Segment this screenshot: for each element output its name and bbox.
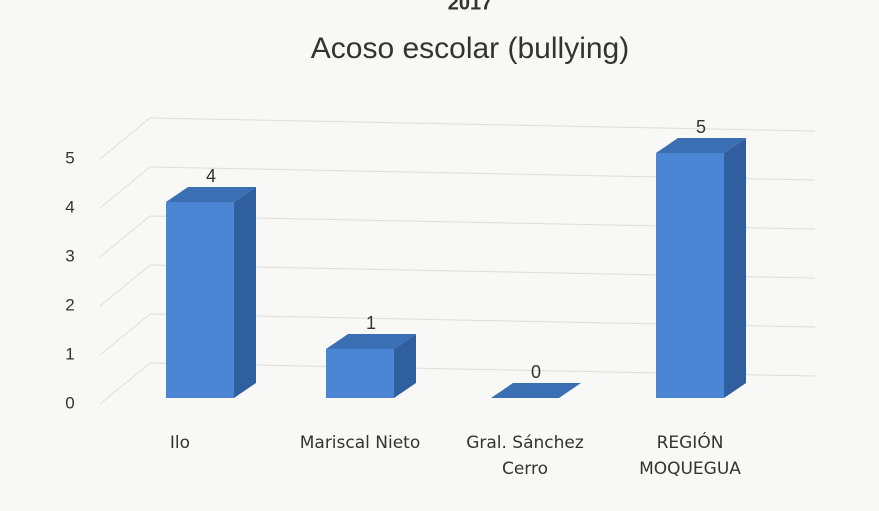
bar-top	[326, 334, 416, 349]
y-tick-label: 0	[65, 393, 74, 412]
bar-side	[724, 138, 746, 398]
y-tick-label: 3	[65, 246, 74, 265]
grid-line	[99, 215, 151, 258]
y-tick-label: 5	[65, 148, 74, 167]
grid-line	[99, 117, 151, 160]
bar	[326, 349, 394, 398]
x-tick-label: Ilo	[169, 433, 191, 453]
bar	[166, 202, 234, 398]
chart-subtitle: 2017	[448, 0, 493, 14]
y-tick-label: 4	[65, 197, 74, 216]
y-tick-label: 2	[65, 295, 74, 314]
data-label: 4	[206, 166, 216, 186]
bar	[656, 153, 724, 398]
data-label: 1	[366, 313, 376, 333]
grid-line	[99, 362, 151, 405]
x-tick-label: Mariscal Nieto	[299, 433, 421, 453]
grid-line	[99, 313, 151, 356]
x-tick-label: Gral. Sánchez Cerro	[466, 433, 584, 479]
grid-line	[149, 117, 816, 132]
data-label: 0	[531, 362, 541, 382]
data-label: 5	[696, 117, 706, 137]
grid-line	[99, 166, 151, 209]
bar-side	[394, 334, 416, 398]
x-tick-label: REGIÓN MOQUEGUA	[639, 433, 741, 479]
grid-line	[99, 264, 151, 307]
chart-title: Acoso escolar (bullying)	[311, 32, 629, 65]
y-tick-label: 1	[65, 344, 74, 363]
bar-side	[234, 187, 256, 398]
bar-top	[656, 138, 746, 153]
bar-top	[166, 187, 256, 202]
bar-top	[491, 383, 581, 398]
